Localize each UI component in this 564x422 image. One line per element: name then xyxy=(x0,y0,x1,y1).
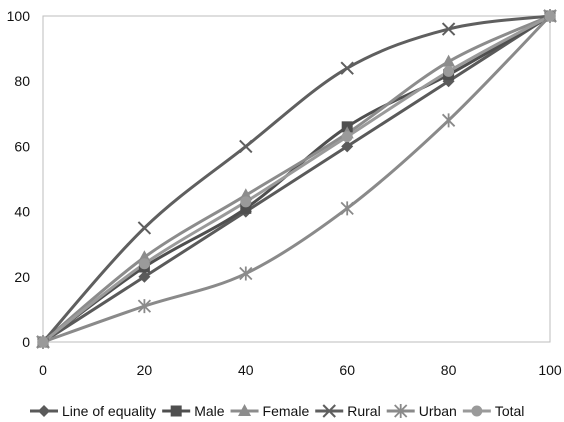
legend-marker xyxy=(238,404,252,416)
data-point xyxy=(441,113,456,128)
y-tick-label: 20 xyxy=(14,269,30,285)
x-tick-label: 100 xyxy=(538,362,562,378)
data-point xyxy=(442,54,456,67)
data-point xyxy=(443,65,455,77)
data-point xyxy=(340,201,354,216)
series-line xyxy=(41,14,552,344)
legend-marker xyxy=(322,404,336,418)
data-point xyxy=(341,131,353,143)
data-point xyxy=(137,221,152,235)
data-point xyxy=(137,250,151,263)
data-point xyxy=(240,202,252,214)
legend-label: Rural xyxy=(347,403,380,419)
data-point xyxy=(341,140,354,153)
legend-item: Total xyxy=(462,403,525,419)
data-point xyxy=(137,299,152,314)
series-line xyxy=(41,14,552,344)
legend-label: Male xyxy=(194,403,225,419)
legend-item: Line of equality xyxy=(30,403,156,419)
legend-label: Line of equality xyxy=(62,403,156,419)
legend-item: Rural xyxy=(315,403,381,419)
y-tick-label: 60 xyxy=(14,138,30,154)
y-tick-label: 80 xyxy=(14,73,30,89)
data-point xyxy=(239,266,253,281)
legend-marker xyxy=(38,405,50,417)
data-point xyxy=(544,10,556,22)
data-point xyxy=(239,188,253,201)
data-point xyxy=(240,196,252,208)
y-tick-label: 40 xyxy=(14,204,30,220)
x-tick-label: 60 xyxy=(339,362,355,378)
legend-item: Male xyxy=(162,403,225,419)
x-tick-label: 0 xyxy=(39,362,47,378)
legend-label: Female xyxy=(263,403,310,419)
legend-marker xyxy=(394,404,408,418)
data-point xyxy=(37,336,49,348)
series-line xyxy=(41,14,552,344)
x-tick-label: 80 xyxy=(441,362,457,378)
x-tick-label: 20 xyxy=(137,362,153,378)
legend-label: Total xyxy=(495,403,525,419)
legend-marker xyxy=(170,405,182,417)
data-point xyxy=(340,61,354,75)
legend-label: Urban xyxy=(419,403,457,419)
data-point xyxy=(441,22,456,36)
legend-item: Female xyxy=(230,403,310,419)
y-tick-label: 100 xyxy=(7,8,31,24)
series-line xyxy=(41,14,552,344)
legend-item: Urban xyxy=(386,403,457,419)
legend-marker xyxy=(471,405,483,417)
data-point xyxy=(138,258,150,270)
data-point xyxy=(239,139,253,154)
x-tick-label: 40 xyxy=(238,362,254,378)
y-tick-label: 0 xyxy=(22,334,30,350)
data-point xyxy=(138,270,151,283)
series-line xyxy=(41,14,552,344)
